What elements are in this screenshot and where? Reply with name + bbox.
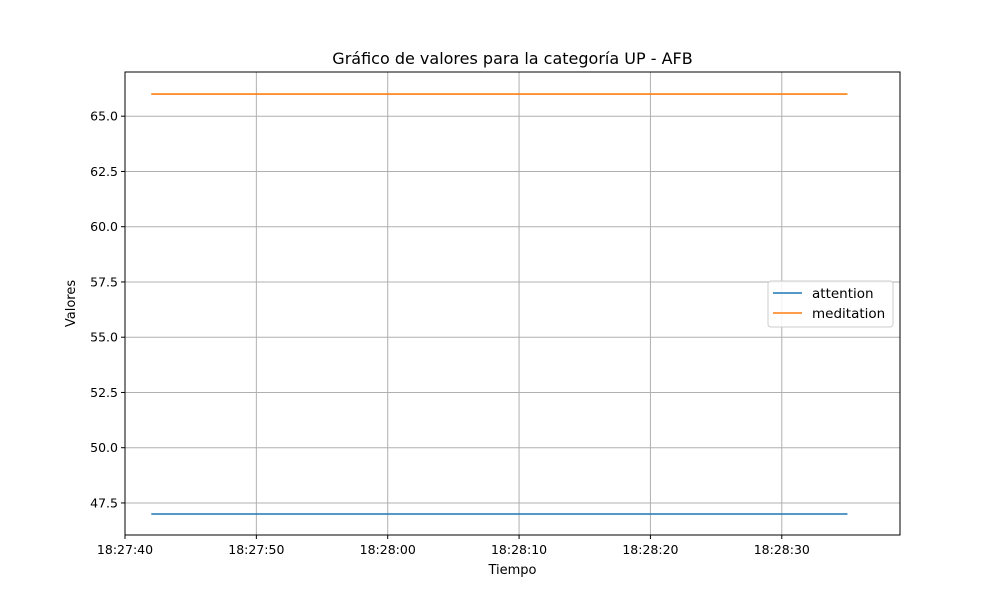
y-tick-label: 47.5 <box>90 495 118 510</box>
plot-frame <box>124 71 901 536</box>
x-tick-label: 18:28:20 <box>622 542 678 557</box>
series-lines <box>151 93 848 515</box>
x-tick-label: 18:28:00 <box>360 542 416 557</box>
x-axis-label: Tiempo <box>487 563 536 578</box>
x-tick-label: 18:28:30 <box>754 542 810 557</box>
axis-ticks: 18:27:40 18:27:50 18:28:00 18:28:10 18:28:20… <box>90 109 810 557</box>
y-tick-label: 52.5 <box>90 385 118 400</box>
y-tick-label: 62.5 <box>90 164 118 179</box>
legend-label-meditation: meditation <box>812 306 885 322</box>
y-tick-label: 60.0 <box>90 219 118 234</box>
x-tick-label: 18:27:50 <box>228 542 284 557</box>
y-axis-label: Valores <box>64 280 79 327</box>
chart-title: Gráfico de valores para la categoría UP … <box>332 49 692 68</box>
y-tick-label: 65.0 <box>90 109 118 124</box>
y-tick-label: 57.5 <box>90 274 118 289</box>
legend: attention meditation <box>767 280 894 328</box>
x-tick-label: 18:28:10 <box>491 542 547 557</box>
y-tick-label: 50.0 <box>90 440 118 455</box>
x-tick-label: 18:27:40 <box>97 542 153 557</box>
legend-label-attention: attention <box>812 286 874 302</box>
y-tick-label: 55.0 <box>90 330 118 345</box>
